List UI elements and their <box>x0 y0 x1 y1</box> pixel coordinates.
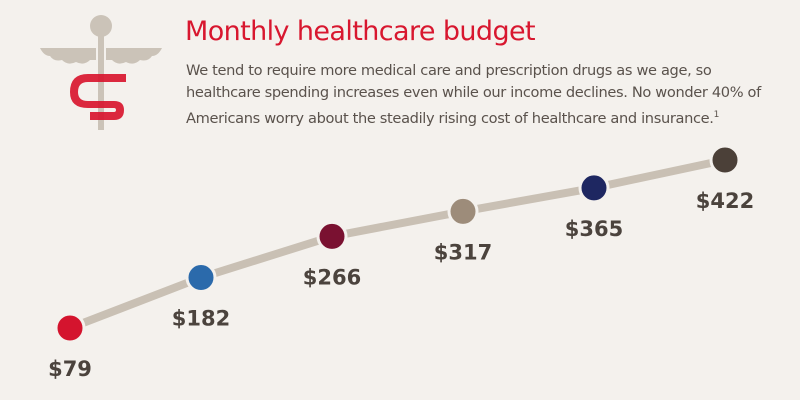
line-segment <box>199 232 334 282</box>
caduceus-icon <box>40 15 162 130</box>
data-point <box>447 195 479 227</box>
data-point <box>709 144 741 176</box>
page-title: Monthly healthcare budget <box>185 16 536 47</box>
line-segment <box>462 183 595 216</box>
data-label: $266 <box>303 265 361 289</box>
line-segment <box>331 207 464 241</box>
data-point <box>54 312 86 344</box>
description: We tend to require more medical care and… <box>186 60 786 130</box>
data-point <box>316 220 348 252</box>
description-text: We tend to require more medical care and… <box>186 62 761 127</box>
data-label: $365 <box>565 217 623 241</box>
footnote-marker: 1 <box>713 110 720 120</box>
data-point <box>578 172 610 204</box>
data-label: $79 <box>48 357 92 381</box>
data-point <box>185 262 217 294</box>
data-label: $182 <box>172 307 230 331</box>
data-label: $317 <box>434 240 492 264</box>
line-segment <box>68 273 203 332</box>
line-segment <box>593 156 726 192</box>
data-label: $422 <box>696 189 754 213</box>
